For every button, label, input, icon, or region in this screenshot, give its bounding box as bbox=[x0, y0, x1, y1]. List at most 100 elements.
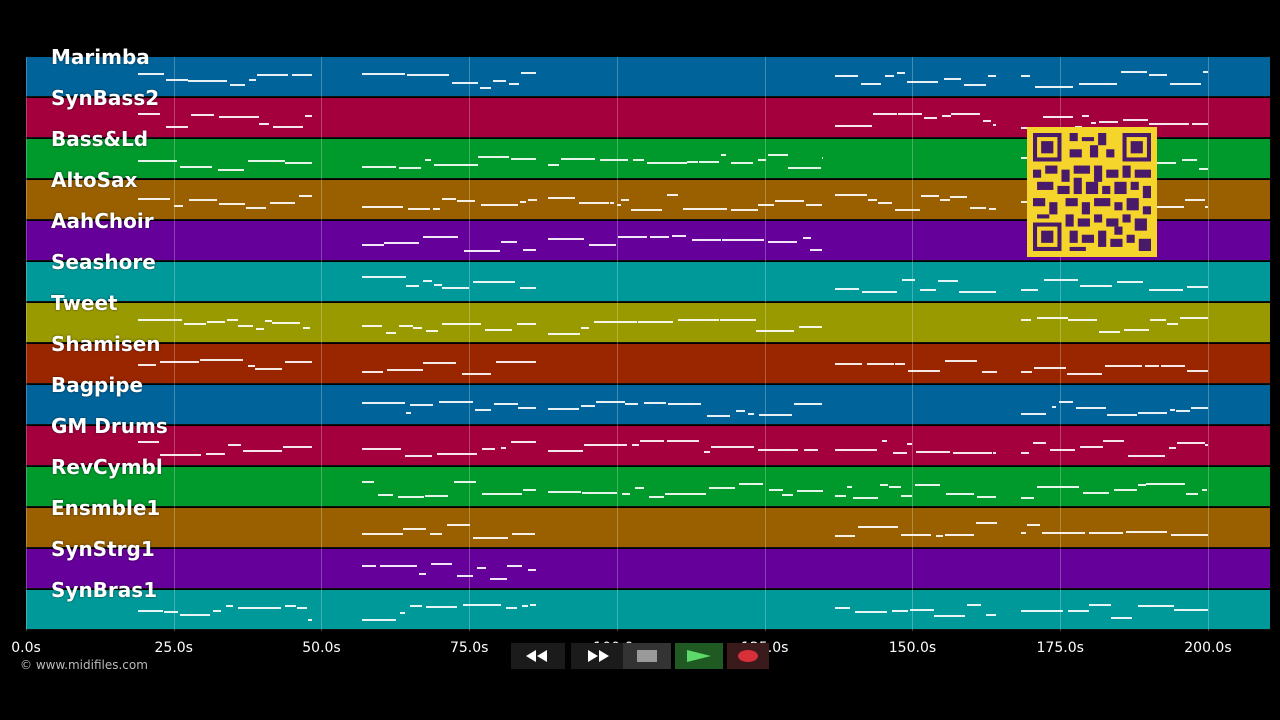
track-row[interactable] bbox=[26, 508, 1270, 548]
midi-note bbox=[362, 166, 396, 168]
midi-note bbox=[228, 444, 241, 446]
midi-note bbox=[442, 287, 469, 289]
track-row[interactable] bbox=[26, 303, 1270, 343]
time-gridline bbox=[765, 57, 766, 631]
midi-note bbox=[898, 113, 922, 115]
midi-note bbox=[1021, 413, 1046, 415]
track-row[interactable] bbox=[26, 262, 1270, 302]
track-row[interactable] bbox=[26, 57, 1270, 97]
midi-note bbox=[1107, 414, 1137, 416]
midi-note bbox=[1138, 412, 1167, 414]
midi-note bbox=[482, 493, 522, 495]
midi-note bbox=[945, 534, 974, 536]
midi-note bbox=[362, 276, 406, 278]
midi-note bbox=[243, 450, 282, 452]
midi-note bbox=[248, 365, 255, 367]
midi-note bbox=[944, 78, 961, 80]
midi-note bbox=[548, 164, 559, 166]
rewind-button[interactable] bbox=[511, 643, 565, 669]
track-row[interactable] bbox=[26, 426, 1270, 466]
midi-note bbox=[1167, 323, 1178, 325]
midi-note bbox=[584, 444, 627, 446]
midi-note bbox=[665, 493, 706, 495]
midi-note bbox=[835, 194, 867, 196]
track-row[interactable] bbox=[26, 467, 1270, 507]
record-button[interactable] bbox=[727, 643, 769, 669]
time-gridline bbox=[174, 57, 175, 631]
midi-note bbox=[522, 605, 528, 607]
midi-note bbox=[835, 125, 872, 127]
midi-note bbox=[528, 569, 536, 571]
midi-note bbox=[1126, 531, 1167, 533]
midi-note bbox=[945, 360, 977, 362]
midi-note bbox=[799, 326, 822, 328]
midi-note bbox=[1021, 610, 1063, 612]
rewind-icon bbox=[526, 650, 547, 662]
midi-note bbox=[426, 330, 438, 332]
midi-note bbox=[959, 291, 996, 293]
midi-note bbox=[1186, 493, 1198, 495]
midi-note bbox=[977, 496, 996, 498]
fast-forward-button[interactable] bbox=[571, 643, 625, 669]
midi-note bbox=[1042, 532, 1085, 534]
track-row[interactable] bbox=[26, 385, 1270, 425]
midi-note bbox=[507, 565, 522, 567]
midi-note bbox=[853, 497, 878, 499]
midi-note bbox=[1033, 442, 1046, 444]
midi-note bbox=[633, 159, 644, 161]
midi-note bbox=[707, 415, 730, 417]
midi-note bbox=[512, 533, 535, 535]
midi-note bbox=[880, 484, 888, 486]
midi-note bbox=[238, 325, 253, 327]
midi-note bbox=[518, 407, 536, 409]
midi-note bbox=[452, 82, 478, 84]
midi-note bbox=[1021, 452, 1029, 454]
midi-note bbox=[855, 611, 887, 613]
midi-note bbox=[423, 362, 456, 364]
midi-note bbox=[1034, 367, 1066, 369]
midi-note bbox=[1191, 407, 1208, 409]
midi-note bbox=[769, 489, 783, 491]
midi-note bbox=[720, 319, 756, 321]
midi-note bbox=[238, 607, 281, 609]
midi-note bbox=[138, 73, 164, 75]
midi-note bbox=[272, 322, 300, 324]
midi-note bbox=[953, 452, 992, 454]
track-label: Bagpipe bbox=[51, 373, 144, 397]
midi-note bbox=[303, 327, 310, 329]
track-row[interactable] bbox=[26, 344, 1270, 384]
midi-note bbox=[1114, 489, 1137, 491]
midi-note bbox=[548, 491, 581, 493]
midi-note bbox=[561, 158, 595, 160]
midi-note bbox=[399, 167, 421, 169]
play-button[interactable] bbox=[675, 643, 723, 669]
midi-note bbox=[1174, 609, 1208, 611]
midi-note bbox=[731, 209, 758, 211]
midi-note bbox=[835, 75, 858, 77]
fast-forward-icon bbox=[588, 650, 609, 662]
midi-note bbox=[501, 241, 517, 243]
midi-note bbox=[362, 371, 383, 373]
track-label: Ensmble1 bbox=[51, 496, 161, 520]
stop-button[interactable] bbox=[623, 643, 671, 669]
midi-note bbox=[768, 241, 797, 243]
midi-note bbox=[164, 611, 178, 613]
midi-note bbox=[1044, 279, 1078, 281]
midi-note bbox=[983, 120, 991, 122]
midi-note bbox=[1111, 617, 1132, 619]
track-row[interactable] bbox=[26, 549, 1270, 589]
copyright-text: © www.midifiles.com bbox=[20, 658, 148, 672]
midi-note bbox=[982, 371, 997, 373]
midi-note bbox=[625, 403, 638, 405]
time-gridline bbox=[321, 57, 322, 631]
midi-note bbox=[398, 496, 424, 498]
midi-note bbox=[758, 449, 798, 451]
midi-note bbox=[678, 319, 719, 321]
midi-note bbox=[1171, 534, 1208, 536]
midi-note bbox=[256, 328, 264, 330]
midi-note bbox=[835, 363, 862, 365]
midi-note bbox=[189, 199, 217, 201]
midi-note bbox=[804, 449, 818, 451]
midi-note bbox=[907, 81, 938, 83]
midi-note bbox=[1021, 497, 1034, 499]
